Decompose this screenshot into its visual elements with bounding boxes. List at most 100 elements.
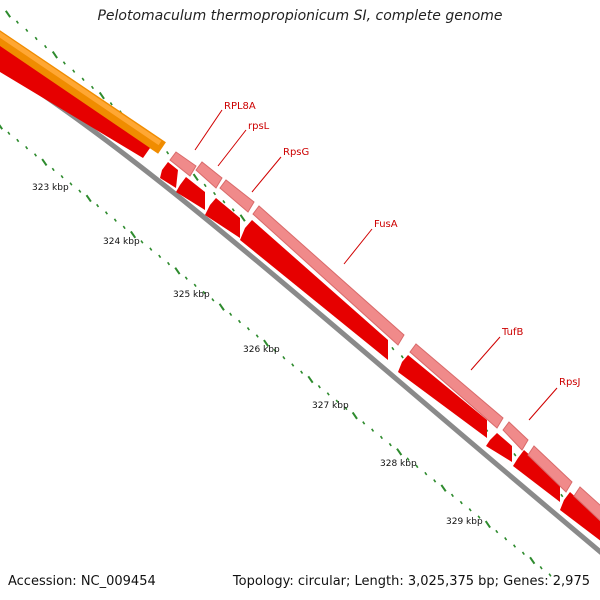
inner-tick-42 xyxy=(371,428,375,432)
pink-segment-tufb xyxy=(409,343,504,429)
inner-tick-57 xyxy=(504,537,508,541)
gene-label-tufb: TufB xyxy=(501,327,523,338)
orange-feature-track-highlight xyxy=(0,31,162,146)
inner-tick-29 xyxy=(255,334,259,338)
inner-tick-8 xyxy=(69,182,73,186)
outer-tick-3 xyxy=(34,36,38,41)
red-segment-2 xyxy=(160,162,178,188)
red-gene-track xyxy=(0,46,600,541)
outer-tick-10 xyxy=(98,91,105,100)
outer-tick-23 xyxy=(222,199,226,204)
inner-tick-61 xyxy=(539,566,543,570)
inner-tick-47 xyxy=(415,464,419,469)
inner-tick-4 xyxy=(33,153,38,157)
red-segment-3 xyxy=(176,177,205,210)
inner-tick-55 xyxy=(484,520,491,529)
inner-tick-15 xyxy=(130,230,137,239)
inner-tick-51 xyxy=(450,493,454,498)
outer-tick-21 xyxy=(203,183,207,188)
outer-tick-25 xyxy=(239,214,246,222)
outer-tick-24 xyxy=(231,208,235,212)
inner-tick-40 xyxy=(351,411,358,420)
red-segment-8 xyxy=(513,450,560,502)
tick-label-327: 327 kbp xyxy=(312,401,349,411)
leader-fusa xyxy=(343,228,373,265)
inner-tick-7 xyxy=(60,174,64,179)
inner-tick-26 xyxy=(229,312,233,317)
pink-segment-end xyxy=(573,486,600,522)
inner-tick-46 xyxy=(406,457,410,461)
inner-tick-20 xyxy=(174,267,181,275)
inner-tick-58 xyxy=(512,544,517,548)
tick-label-324: 324 kbp xyxy=(103,237,140,247)
gene-label-rpsj: RpsJ xyxy=(559,377,580,388)
inner-tick-59 xyxy=(521,551,525,556)
inner-tick-27 xyxy=(237,319,242,324)
gene-leader-lines xyxy=(194,109,558,421)
inner-tick-34 xyxy=(300,370,304,374)
inner-tick-11 xyxy=(96,203,100,208)
inner-tick-32 xyxy=(282,356,286,360)
red-segment-6 xyxy=(398,355,487,438)
outer-tick-5 xyxy=(51,51,58,59)
pink-segment-rpsj-a xyxy=(502,421,529,451)
outer-tick-59 xyxy=(560,493,564,498)
outer-tick-7 xyxy=(72,69,76,73)
gene-label-rpsl: rpsL xyxy=(248,121,270,132)
inner-tick-35 xyxy=(307,375,314,384)
inner-tick-45 xyxy=(396,448,403,456)
genome-backbone xyxy=(0,63,600,555)
inner-tick-38 xyxy=(335,399,339,403)
tick-label-328: 328 kbp xyxy=(380,459,417,469)
outer-tick-8 xyxy=(81,77,85,82)
inner-tick-44 xyxy=(388,442,392,447)
leader-rpl8a xyxy=(194,109,223,151)
inner-tick-row xyxy=(0,124,552,577)
inner-tick-19 xyxy=(167,261,171,266)
inner-tick-18 xyxy=(158,254,162,259)
inner-tick-36 xyxy=(317,384,321,389)
accession-text: Accession: NC_009454 xyxy=(8,574,156,589)
leader-tufb xyxy=(470,336,501,371)
pink-segment-rpsj-b xyxy=(527,445,573,493)
pink-segment-rpsg xyxy=(219,179,255,213)
outer-tick-42 xyxy=(400,355,404,359)
tick-label-326: 326 kbp xyxy=(243,345,280,355)
outer-tick-9 xyxy=(90,85,95,90)
outer-tick-22 xyxy=(212,191,217,196)
inner-tick-52 xyxy=(459,500,463,505)
inner-tick-49 xyxy=(433,479,437,483)
outer-tick-20 xyxy=(192,173,199,181)
inner-tick-48 xyxy=(424,471,428,476)
pink-segment-fusa xyxy=(252,205,405,346)
inner-tick-56 xyxy=(495,529,499,534)
inner-tick-2 xyxy=(16,138,20,143)
inner-tick-13 xyxy=(113,218,117,222)
red-segment-9 xyxy=(560,492,600,541)
leader-rpsg xyxy=(251,156,282,193)
inner-tick-28 xyxy=(246,327,250,331)
pink-segment-rpl8a xyxy=(169,151,197,177)
gene-label-rpsg: RpsG xyxy=(283,147,309,158)
pink-gene-track xyxy=(169,151,600,522)
genome-summary-text: Topology: circular; Length: 3,025,375 bp… xyxy=(232,574,590,589)
red-segment-5 xyxy=(240,220,388,360)
leader-rpsl xyxy=(217,129,247,167)
gene-label-fusa: FusA xyxy=(374,219,398,230)
tick-label-325: 325 kbp xyxy=(173,290,210,300)
outer-tick-11 xyxy=(109,102,113,106)
inner-tick-41 xyxy=(362,421,366,425)
inner-tick-33 xyxy=(291,363,295,367)
inner-tick-23 xyxy=(202,290,206,295)
inner-tick-53 xyxy=(468,508,472,512)
tick-label-323: 323 kbp xyxy=(32,183,69,193)
inner-tick-37 xyxy=(326,392,330,396)
inner-tick-22 xyxy=(193,283,197,288)
outer-tick-41 xyxy=(391,346,395,351)
inner-tick-39 xyxy=(344,406,348,411)
inner-tick-50 xyxy=(440,484,447,492)
tick-label-329: 329 kbp xyxy=(446,517,483,527)
inner-tick-21 xyxy=(184,276,188,280)
inner-tick-43 xyxy=(379,435,383,440)
leader-rpsj xyxy=(528,387,558,421)
